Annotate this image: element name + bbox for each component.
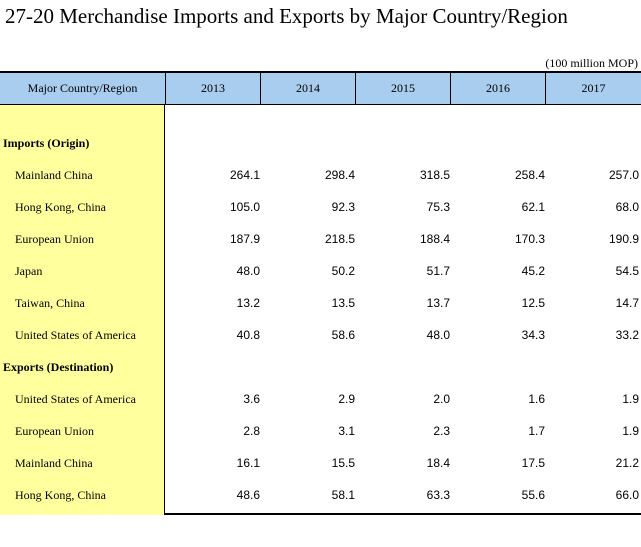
row-label: European Union bbox=[15, 232, 94, 246]
value-cell: 13.2 bbox=[236, 296, 260, 310]
value-cell: 105.0 bbox=[229, 200, 260, 214]
header-year: 2013 bbox=[165, 73, 260, 104]
section-row: Exports (Destination) bbox=[0, 351, 641, 383]
table-row: Mainland China 16.1 15.5 18.4 17.5 21.2 bbox=[0, 447, 641, 479]
value-cell: 318.5 bbox=[419, 168, 450, 182]
table-row: Japan 48.0 50.2 51.7 45.2 54.5 bbox=[0, 255, 641, 287]
value-cell: 257.0 bbox=[608, 168, 639, 182]
value-cell: 2.9 bbox=[338, 392, 355, 406]
value-cell: 2.0 bbox=[433, 392, 450, 406]
value-cell: 50.2 bbox=[331, 264, 355, 278]
value-cell: 13.7 bbox=[426, 296, 450, 310]
value-cell: 188.4 bbox=[419, 232, 450, 246]
value-cell: 1.9 bbox=[622, 392, 639, 406]
value-cell: 14.7 bbox=[615, 296, 639, 310]
page-title: 27-20 Merchandise Imports and Exports by… bbox=[5, 4, 568, 28]
unit-note: (100 million MOP) bbox=[545, 56, 638, 70]
header-label: Major Country/Region bbox=[27, 81, 138, 95]
section-label: Exports (Destination) bbox=[3, 360, 114, 374]
value-cell: 1.9 bbox=[622, 424, 639, 438]
value-cell: 45.2 bbox=[521, 264, 545, 278]
value-cell: 258.4 bbox=[514, 168, 545, 182]
table-row: European Union 187.9 218.5 188.4 170.3 190.9 bbox=[0, 223, 641, 255]
value-cell: 190.9 bbox=[608, 232, 639, 246]
row-label: Mainland China bbox=[15, 456, 93, 470]
value-cell: 75.3 bbox=[426, 200, 450, 214]
value-cell: 48.0 bbox=[426, 328, 450, 342]
data-table: Major Country/Region 2013 2014 2015 2016… bbox=[0, 71, 641, 515]
table-row: European Union 2.8 3.1 2.3 1.7 1.9 bbox=[0, 415, 641, 447]
value-cell: 13.5 bbox=[331, 296, 355, 310]
value-cell: 54.5 bbox=[615, 264, 639, 278]
value-cell: 218.5 bbox=[324, 232, 355, 246]
row-label: European Union bbox=[15, 424, 94, 438]
value-cell: 55.6 bbox=[521, 488, 545, 502]
value-cell: 48.0 bbox=[236, 264, 260, 278]
row-label: Hong Kong, China bbox=[15, 200, 106, 214]
value-cell: 33.2 bbox=[615, 328, 639, 342]
value-cell: 68.0 bbox=[615, 200, 639, 214]
table-row: United States of America 3.6 2.9 2.0 1.6 1.9 bbox=[0, 383, 641, 415]
value-cell: 66.0 bbox=[615, 488, 639, 502]
table-row: United States of America 40.8 58.6 48.0 34.3… bbox=[0, 319, 641, 351]
table-row: Hong Kong, China 48.6 58.1 63.3 55.6 66.0 bbox=[0, 479, 641, 511]
value-cell: 62.1 bbox=[521, 200, 545, 214]
label-column bbox=[0, 105, 165, 515]
table-row: Taiwan, China 13.2 13.5 13.7 12.5 14.7 bbox=[0, 287, 641, 319]
value-cell: 1.7 bbox=[528, 424, 545, 438]
value-cell: 12.5 bbox=[521, 296, 545, 310]
table-row: Mainland China 264.1 298.4 318.5 258.4 257.0 bbox=[0, 159, 641, 191]
table-header: Major Country/Region 2013 2014 2015 2016… bbox=[0, 73, 641, 105]
row-label: United States of America bbox=[15, 392, 136, 406]
row-label: United States of America bbox=[15, 328, 136, 342]
row-label: Taiwan, China bbox=[15, 296, 85, 310]
value-cell: 51.7 bbox=[426, 264, 450, 278]
value-cell: 58.1 bbox=[331, 488, 355, 502]
value-cell: 3.1 bbox=[338, 424, 355, 438]
value-cell: 48.6 bbox=[236, 488, 260, 502]
value-cell: 58.6 bbox=[331, 328, 355, 342]
value-cell: 92.3 bbox=[331, 200, 355, 214]
value-cell: 16.1 bbox=[236, 456, 260, 470]
value-cell: 1.6 bbox=[528, 392, 545, 406]
value-cell: 2.8 bbox=[243, 424, 260, 438]
value-cell: 21.2 bbox=[615, 456, 639, 470]
row-label: Mainland China bbox=[15, 168, 93, 182]
value-cell: 298.4 bbox=[324, 168, 355, 182]
value-cell: 170.3 bbox=[514, 232, 545, 246]
header-year: 2016 bbox=[450, 73, 545, 104]
value-cell: 34.3 bbox=[521, 328, 545, 342]
value-cell: 63.3 bbox=[426, 488, 450, 502]
section-row: Imports (Origin) bbox=[0, 127, 641, 159]
row-label: Japan bbox=[15, 264, 43, 278]
value-cell: 187.9 bbox=[229, 232, 260, 246]
value-cell: 2.3 bbox=[433, 424, 450, 438]
value-cell: 18.4 bbox=[426, 456, 450, 470]
value-cell: 17.5 bbox=[521, 456, 545, 470]
table-row: Hong Kong, China 105.0 92.3 75.3 62.1 68.0 bbox=[0, 191, 641, 223]
header-year: 2015 bbox=[355, 73, 450, 104]
header-year: 2014 bbox=[260, 73, 355, 104]
section-label: Imports (Origin) bbox=[3, 136, 90, 150]
value-cell: 264.1 bbox=[229, 168, 260, 182]
header-year: 2017 bbox=[545, 73, 641, 104]
value-cell: 15.5 bbox=[331, 456, 355, 470]
row-label: Hong Kong, China bbox=[15, 488, 106, 502]
value-cell: 40.8 bbox=[236, 328, 260, 342]
value-cell: 3.6 bbox=[243, 392, 260, 406]
